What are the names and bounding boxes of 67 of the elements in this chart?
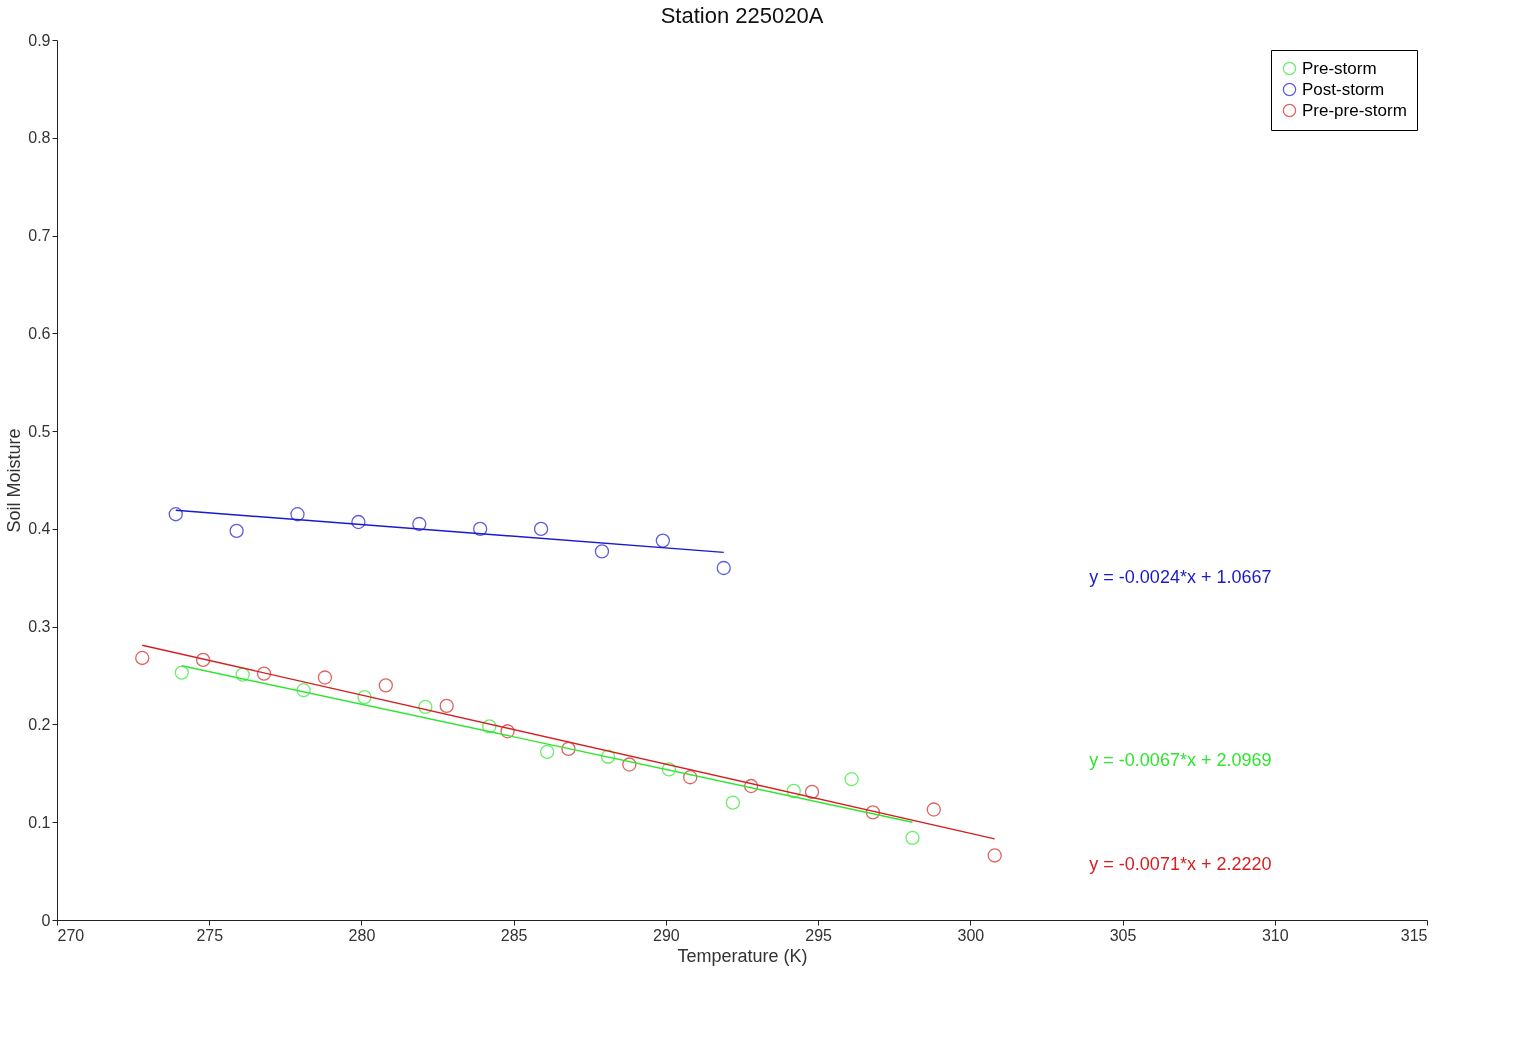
annotation: y = -0.0071*x + 2.2220 <box>1089 853 1272 874</box>
legend-label: Pre-storm <box>1302 58 1377 78</box>
point <box>351 514 366 530</box>
y-tick-label: 0.7 <box>28 227 51 245</box>
y-axis-title: Soil Moisture <box>4 428 25 533</box>
chart-title: Station 225020A <box>660 3 824 28</box>
point <box>539 744 555 759</box>
point <box>716 560 731 576</box>
point <box>482 719 497 734</box>
point <box>743 778 759 794</box>
point <box>378 678 393 693</box>
x-axis-title: Temperature (K) <box>677 945 808 966</box>
point <box>561 741 576 757</box>
point <box>439 698 454 714</box>
y-tick-label: 0.4 <box>28 520 51 538</box>
point <box>256 666 272 681</box>
point <box>317 670 333 685</box>
x-tick-label: 280 <box>348 926 376 944</box>
point <box>533 521 549 537</box>
x-tick-label: 315 <box>1400 926 1428 944</box>
annotation: y = -0.0024*x + 1.0667 <box>1089 566 1272 587</box>
point <box>683 770 698 785</box>
x-tick-label: 275 <box>196 926 224 944</box>
point <box>296 683 311 698</box>
point <box>661 762 677 777</box>
point <box>418 699 433 714</box>
x-tick-label: 310 <box>1261 926 1289 944</box>
y-tick-label: 0 <box>41 911 51 929</box>
point <box>844 772 859 787</box>
point <box>473 521 488 537</box>
y-tick-label: 0.8 <box>28 129 51 147</box>
point <box>235 667 250 682</box>
point <box>500 724 515 739</box>
y-tick-label: 0.1 <box>28 813 51 831</box>
point <box>174 665 189 680</box>
x-tick-label: 285 <box>500 926 528 944</box>
x-tick-label: 305 <box>1109 926 1137 944</box>
y-tick-label: 0.9 <box>28 31 51 49</box>
point <box>600 749 616 764</box>
point <box>926 802 941 817</box>
legend-label: Pre-pre-storm <box>1302 100 1407 120</box>
y-tick-label: 0.5 <box>28 422 51 440</box>
point <box>594 544 610 559</box>
x-tick-label: 295 <box>805 926 833 944</box>
point <box>804 784 820 800</box>
point <box>655 533 671 548</box>
point <box>168 507 183 522</box>
point <box>195 652 211 668</box>
point <box>786 783 801 799</box>
x-tick-label: 270 <box>57 926 85 944</box>
point <box>725 795 741 810</box>
x-tick-label: 290 <box>653 926 680 944</box>
point <box>412 516 427 532</box>
legend-label: Post-storm <box>1302 79 1385 99</box>
point <box>135 650 150 666</box>
x-tick-label: 300 <box>957 926 985 944</box>
y-tick-label: 0.3 <box>28 618 51 636</box>
point <box>357 689 372 705</box>
point <box>622 757 637 772</box>
y-tick-label: 0.6 <box>28 324 51 342</box>
y-tick-label: 0.2 <box>28 715 51 733</box>
point <box>865 805 881 820</box>
point <box>229 523 244 538</box>
point <box>987 848 1002 863</box>
annotation: y = -0.0067*x + 2.0969 <box>1089 749 1272 770</box>
point <box>290 507 305 522</box>
point <box>905 830 920 846</box>
